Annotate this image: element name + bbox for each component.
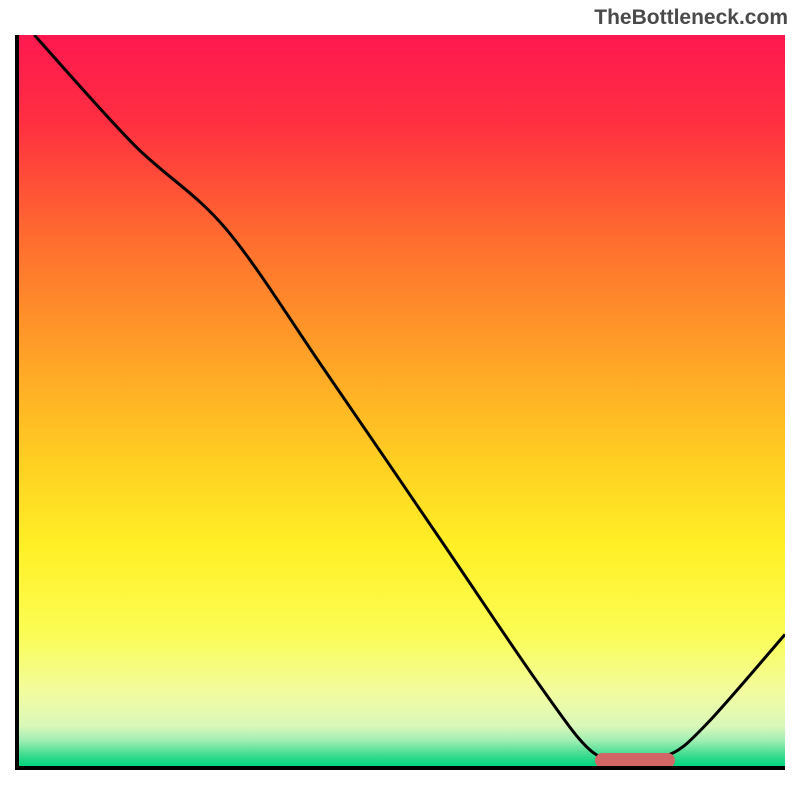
watermark-text: TheBottleneck.com xyxy=(594,6,788,30)
curve-line xyxy=(19,35,785,766)
optimal-marker xyxy=(595,753,676,766)
plot-area xyxy=(15,35,785,770)
plot-inner xyxy=(19,35,785,766)
